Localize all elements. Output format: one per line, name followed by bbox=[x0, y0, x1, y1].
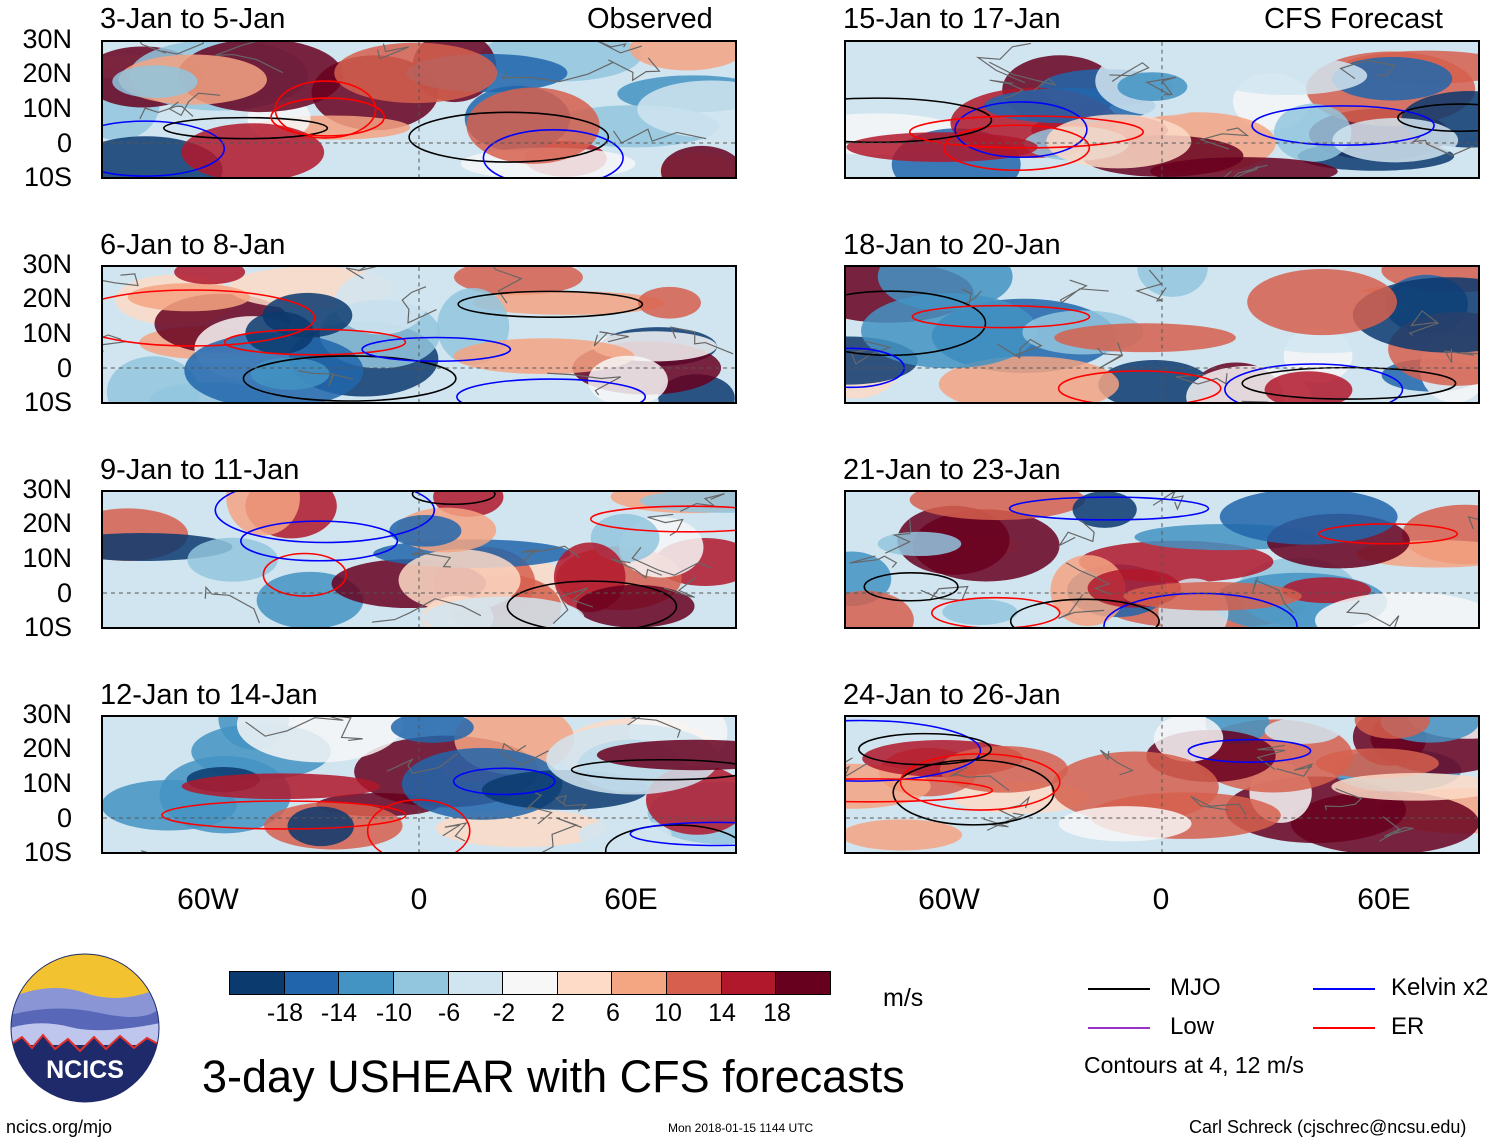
map-panel bbox=[101, 265, 737, 404]
lat-label: 0 bbox=[56, 803, 72, 833]
colorbar-swatch bbox=[557, 972, 613, 994]
panel-title: 18-Jan to 20-Jan bbox=[843, 229, 1061, 261]
map-panel bbox=[101, 490, 737, 629]
lat-label: 20N bbox=[22, 58, 72, 88]
legend-line-mjo bbox=[1088, 988, 1150, 990]
colorbar-swatch bbox=[230, 972, 285, 994]
footer-url: ncics.org/mjo bbox=[6, 1117, 113, 1137]
colorbar-swatch bbox=[448, 972, 504, 994]
map-panel bbox=[844, 715, 1480, 854]
colorbar-swatch bbox=[503, 972, 558, 994]
forecast-header: CFS Forecast bbox=[1264, 3, 1443, 35]
colorbar-label: 6 bbox=[606, 999, 620, 1027]
lat-label: 20N bbox=[22, 733, 72, 763]
lat-label: 20N bbox=[22, 283, 72, 313]
panel-title: 21-Jan to 23-Jan bbox=[843, 454, 1061, 486]
colorbar-unit: m/s bbox=[883, 984, 924, 1012]
lat-label: 30N bbox=[22, 699, 72, 729]
map-panel bbox=[101, 715, 737, 854]
lon-label: 0 bbox=[1152, 883, 1170, 916]
colorbar-label: -2 bbox=[492, 999, 516, 1027]
logo-text: NCICS bbox=[46, 1056, 124, 1084]
legend-label-er: ER bbox=[1391, 1013, 1425, 1040]
main-title: 3-day USHEAR with CFS forecasts bbox=[202, 1051, 905, 1102]
colorbar-label: -18 bbox=[266, 999, 304, 1027]
colorbar-label: -6 bbox=[437, 999, 461, 1027]
lat-label: 10N bbox=[22, 543, 72, 573]
lat-label: 10S bbox=[23, 612, 72, 642]
colorbar-swatch bbox=[667, 972, 722, 994]
map-panel bbox=[844, 490, 1480, 629]
legend-label-low: Low bbox=[1170, 1013, 1215, 1040]
colorbar bbox=[229, 971, 831, 995]
lat-label: 20N bbox=[22, 508, 72, 538]
map-panel bbox=[101, 40, 737, 179]
panel-title: 24-Jan to 26-Jan bbox=[843, 679, 1061, 711]
lat-label: 10S bbox=[23, 387, 72, 417]
colorbar-swatch bbox=[339, 972, 394, 994]
colorbar-label: 14 bbox=[708, 999, 736, 1027]
colorbar-swatch bbox=[393, 972, 449, 994]
colorbar-swatch bbox=[721, 972, 777, 994]
map-panel bbox=[844, 265, 1480, 404]
colorbar-label: -14 bbox=[320, 999, 358, 1027]
panel-title: 9-Jan to 11-Jan bbox=[100, 454, 300, 486]
lon-label: 60W bbox=[918, 883, 980, 916]
colorbar-label: 2 bbox=[551, 999, 565, 1027]
observed-header: Observed bbox=[587, 3, 713, 35]
contours-note: Contours at 4, 12 m/s bbox=[1084, 1052, 1304, 1078]
panel-title: 3-Jan to 5-Jan bbox=[100, 3, 286, 35]
footer-author: Carl Schreck (cjschrec@ncsu.edu) bbox=[1189, 1117, 1467, 1137]
map-panel bbox=[844, 40, 1480, 179]
lon-label: 0 bbox=[410, 883, 428, 916]
colorbar-swatch bbox=[776, 972, 831, 994]
lat-label: 30N bbox=[22, 24, 72, 54]
lon-label: 60W bbox=[177, 883, 239, 916]
ncics-logo: NCICS bbox=[10, 953, 160, 1103]
lon-label: 60E bbox=[1357, 883, 1411, 916]
colorbar-label: 18 bbox=[763, 999, 791, 1027]
legend-label-kelvin: Kelvin x2 bbox=[1391, 974, 1489, 1001]
lat-label: 0 bbox=[56, 128, 72, 158]
lat-label: 30N bbox=[22, 474, 72, 504]
legend-line-low bbox=[1088, 1027, 1150, 1029]
panel-title: 12-Jan to 14-Jan bbox=[100, 679, 318, 711]
colorbar-label: 10 bbox=[654, 999, 682, 1027]
footer-timestamp: Mon 2018-01-15 1144 UTC bbox=[668, 1121, 814, 1135]
legend-line-kelvin bbox=[1313, 988, 1375, 990]
lat-label: 10S bbox=[23, 837, 72, 867]
lat-label: 0 bbox=[56, 578, 72, 608]
lat-label: 0 bbox=[56, 353, 72, 383]
lat-label: 10N bbox=[22, 318, 72, 348]
panel-title: 15-Jan to 17-Jan bbox=[843, 3, 1061, 35]
lon-label: 60E bbox=[604, 883, 658, 916]
lat-label: 10N bbox=[22, 93, 72, 123]
lat-label: 10N bbox=[22, 768, 72, 798]
legend-label-mjo: MJO bbox=[1170, 974, 1221, 1001]
legend-line-er bbox=[1313, 1027, 1375, 1029]
colorbar-label: -10 bbox=[375, 999, 413, 1027]
colorbar-swatch bbox=[612, 972, 668, 994]
panel-title: 6-Jan to 8-Jan bbox=[100, 229, 286, 261]
lat-label: 10S bbox=[23, 162, 72, 192]
colorbar-swatch bbox=[284, 972, 340, 994]
lat-label: 30N bbox=[22, 249, 72, 279]
